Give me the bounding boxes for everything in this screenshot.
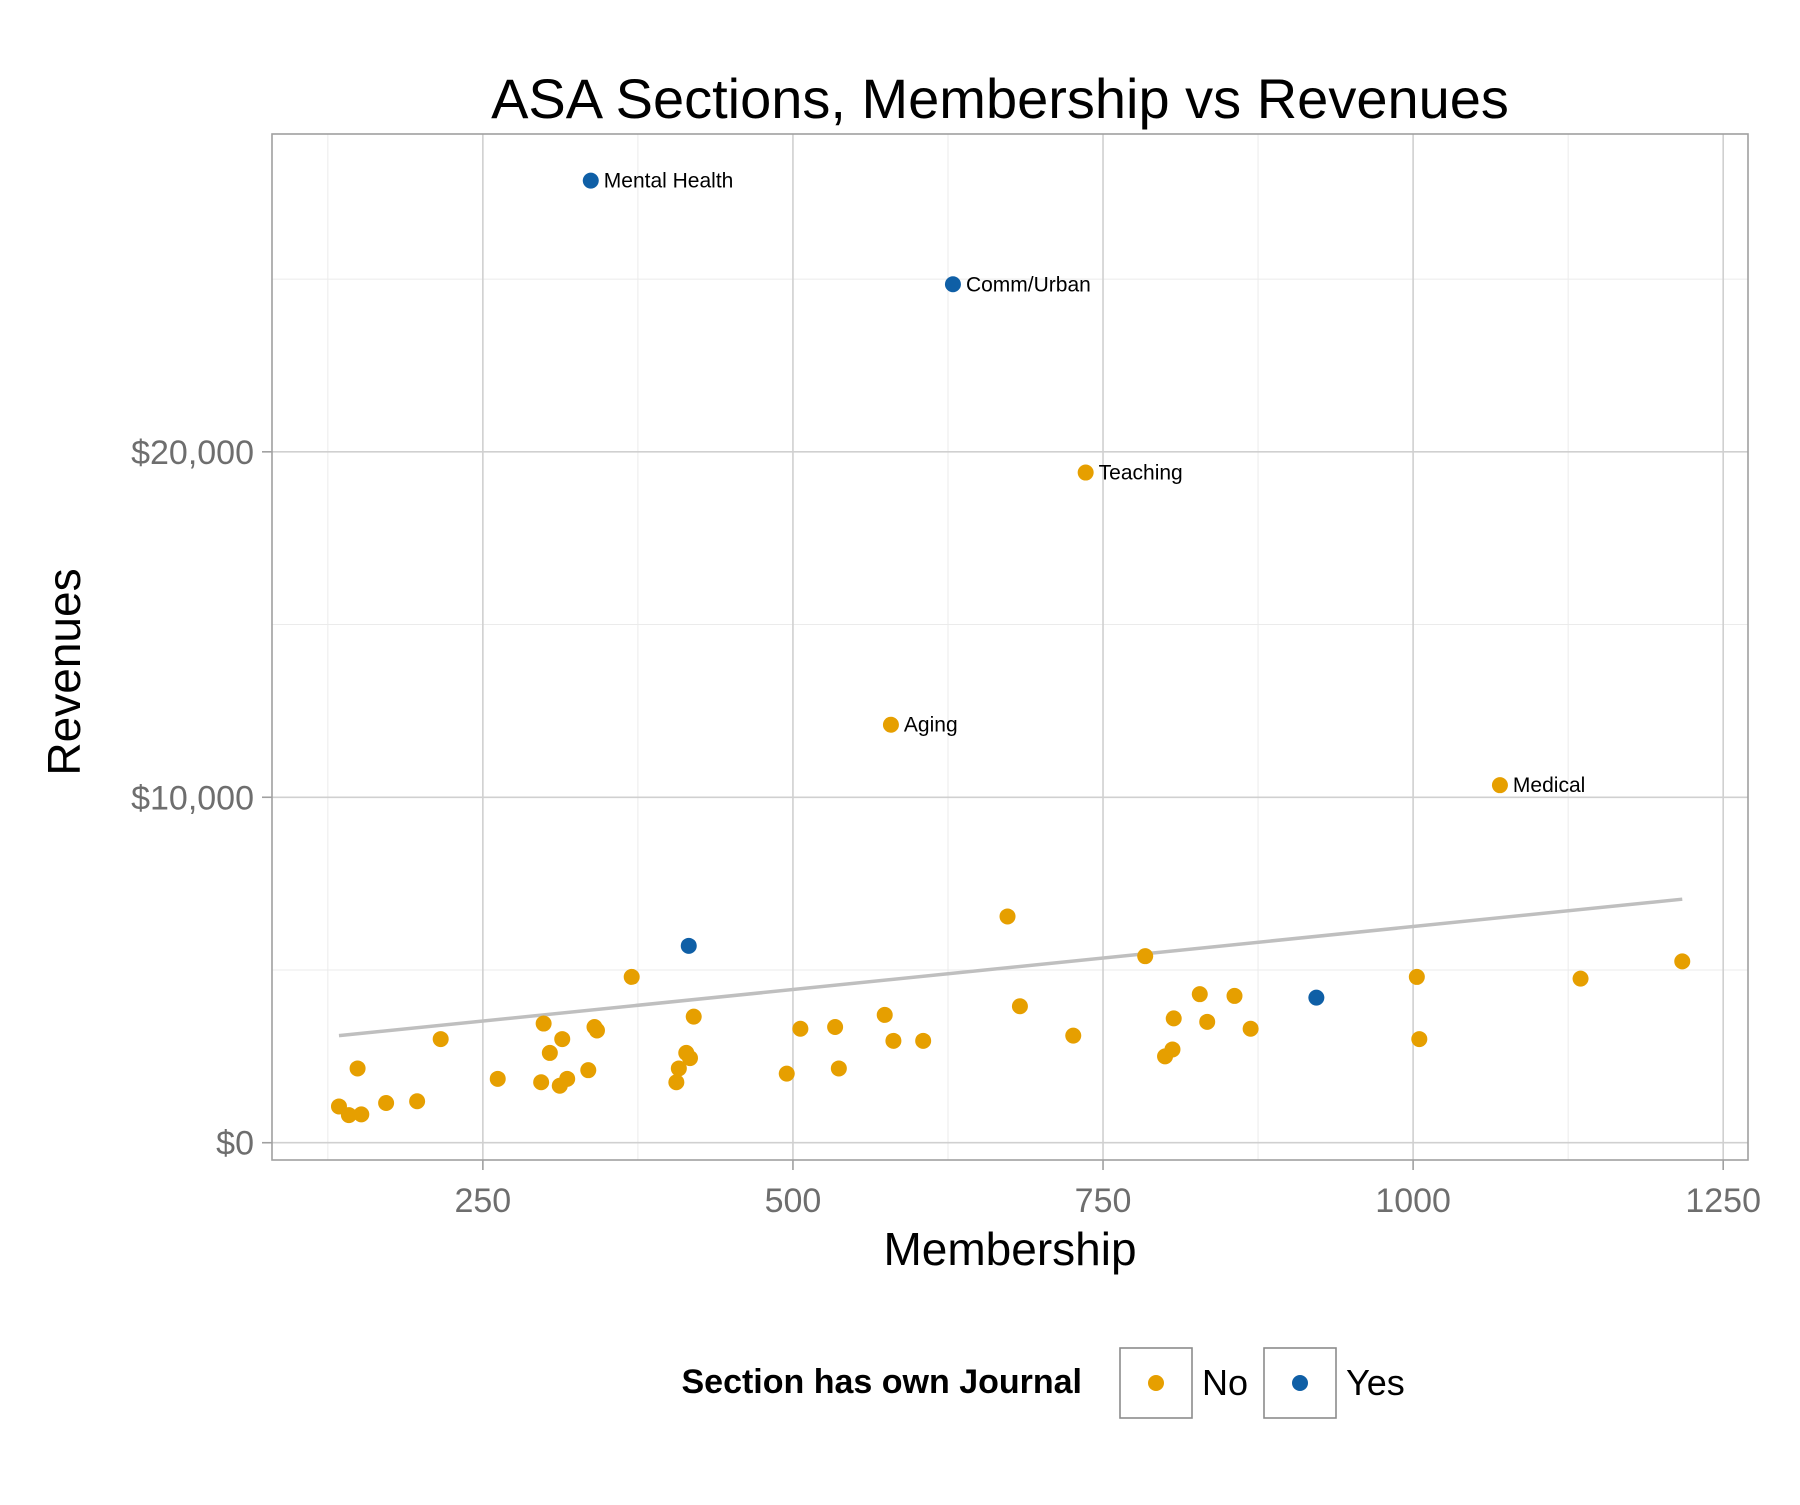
x-tick-label: 1250 xyxy=(1685,1182,1761,1220)
data-point xyxy=(489,1070,506,1087)
point-label: Comm/Urban xyxy=(966,273,1091,296)
data-point xyxy=(999,908,1016,925)
legend-item-no: No xyxy=(1119,1347,1248,1419)
data-point xyxy=(1011,998,1028,1015)
data-point xyxy=(1199,1013,1216,1030)
legend: Section has own Journal No Yes xyxy=(681,1347,1405,1419)
data-point xyxy=(680,937,697,954)
data-point xyxy=(535,1015,552,1032)
data-point xyxy=(541,1044,558,1061)
data-point xyxy=(580,1062,597,1079)
y-tick-label: $10,000 xyxy=(131,779,254,817)
data-point xyxy=(1226,987,1243,1004)
legend-swatch xyxy=(1148,1375,1164,1391)
data-point xyxy=(915,1032,932,1049)
data-point xyxy=(685,1008,702,1025)
y-tick-label: $20,000 xyxy=(131,434,254,472)
chart-title: ASA Sections, Membership vs Revenues xyxy=(491,67,1509,130)
data-point xyxy=(533,1074,550,1091)
data-point xyxy=(1242,1020,1259,1037)
panel-border xyxy=(271,133,1749,1161)
data-point xyxy=(1408,968,1425,985)
data-point xyxy=(378,1095,395,1111)
data-point xyxy=(668,1074,685,1091)
axes: 250 500 750 1000 1250 $0 $10,000 $20,000 xyxy=(131,434,1761,1220)
data-point xyxy=(1308,989,1325,1006)
data-point xyxy=(349,1060,366,1077)
data-marks xyxy=(330,172,1691,1124)
data-point xyxy=(670,1060,687,1077)
legend-label: Yes xyxy=(1346,1362,1405,1403)
data-point xyxy=(340,1107,357,1124)
data-point xyxy=(582,172,599,189)
data-point xyxy=(554,1031,571,1048)
data-point xyxy=(830,1060,847,1077)
data-point xyxy=(432,1031,449,1048)
data-point xyxy=(1572,970,1589,987)
point-labels: Teaching Aging Medical Mental Health Comm/Ur… xyxy=(604,170,1586,798)
x-axis-title: Membership xyxy=(883,1223,1136,1275)
data-point xyxy=(827,1019,844,1035)
data-point xyxy=(1164,1041,1181,1058)
trend-line xyxy=(338,897,1683,1038)
data-point xyxy=(623,968,640,985)
legend-title: Section has own Journal xyxy=(681,1363,1082,1401)
data-point xyxy=(1077,464,1094,481)
point-label: Medical xyxy=(1513,774,1585,797)
x-tick-label: 500 xyxy=(765,1182,822,1220)
data-point xyxy=(876,1006,893,1023)
data-point xyxy=(1411,1031,1428,1048)
data-point xyxy=(944,276,961,293)
data-point xyxy=(885,1032,902,1049)
data-point xyxy=(588,1022,605,1039)
legend-item-yes: Yes xyxy=(1263,1347,1405,1419)
data-point xyxy=(1065,1027,1082,1044)
y-tick-label: $0 xyxy=(216,1125,254,1163)
point-label: Mental Health xyxy=(604,170,734,193)
legend-swatch xyxy=(1292,1375,1308,1391)
plot-panel xyxy=(271,133,1749,1161)
data-point xyxy=(353,1106,370,1123)
data-point xyxy=(1491,777,1508,794)
data-point xyxy=(1165,1010,1182,1027)
data-point xyxy=(792,1020,809,1037)
y-axis-title: Revenues xyxy=(38,568,90,775)
legend-label: No xyxy=(1202,1362,1248,1403)
point-label: Aging xyxy=(904,714,958,737)
data-point xyxy=(1137,948,1154,965)
x-tick-label: 1000 xyxy=(1375,1182,1451,1220)
data-point xyxy=(681,1050,698,1067)
point-label: Teaching xyxy=(1099,462,1183,485)
data-point xyxy=(559,1070,576,1087)
data-point xyxy=(778,1065,795,1082)
x-tick-label: 250 xyxy=(454,1182,511,1220)
data-point xyxy=(409,1093,426,1110)
data-point xyxy=(1674,953,1691,970)
data-point xyxy=(1191,986,1208,1003)
x-tick-label: 750 xyxy=(1075,1182,1132,1220)
data-point xyxy=(882,716,899,733)
